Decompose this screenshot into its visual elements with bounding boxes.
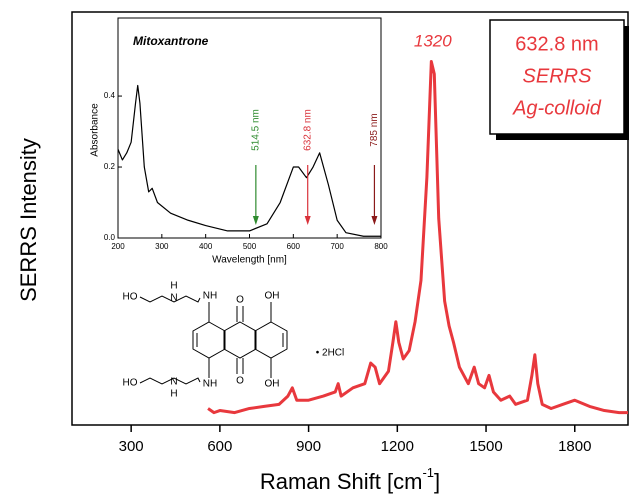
legend-text: SERRS — [523, 65, 593, 87]
structure-label: OH — [265, 291, 280, 302]
arrow-head — [304, 216, 311, 225]
x-tick-label: 400 — [199, 242, 213, 251]
x-tick-label: 800 — [374, 242, 388, 251]
arrow-head — [371, 216, 378, 225]
inset-frame — [117, 17, 382, 239]
structure-label: H — [170, 281, 177, 292]
x-axis-label-part: -1 — [422, 465, 434, 480]
peak-label: 1320 — [414, 31, 452, 50]
inset-title: Mitoxantrone — [133, 34, 209, 48]
structure-label: OH — [265, 379, 280, 390]
x-tick-label: 1500 — [469, 438, 502, 455]
structure-label: NH — [203, 291, 217, 302]
structure-label: N — [170, 377, 177, 388]
x-axis-label-part: ] — [434, 469, 440, 494]
x-tick-label: 300 — [119, 438, 144, 455]
x-tick-label: 300 — [155, 242, 169, 251]
laser-label: 632.8 nm — [302, 109, 313, 151]
legend-text: 632.8 nm — [515, 33, 598, 55]
x-tick-label: 700 — [330, 242, 344, 251]
legend-box — [489, 19, 625, 135]
inset-x-label: Wavelength [nm] — [212, 255, 287, 266]
chemical-structure — [139, 295, 288, 385]
y-tick-label: 0.2 — [104, 162, 116, 171]
x-tick-label: 900 — [296, 438, 321, 455]
x-tick-label: 600 — [207, 438, 232, 455]
structure-label: NH — [203, 379, 217, 390]
data-line — [117, 84, 381, 237]
structure-label: H — [170, 389, 177, 400]
legend-text: Ag-colloid — [512, 97, 602, 119]
arrow-head — [252, 216, 259, 225]
laser-label: 514.5 nm — [250, 109, 261, 151]
laser-label: 785 nm — [369, 113, 380, 146]
inset-y-label: Absorbance — [90, 103, 101, 157]
y-tick-label: 0.0 — [104, 233, 116, 242]
y-tick-label: 0.4 — [104, 91, 116, 100]
x-axis-label: Raman Shift [cm-1] — [260, 465, 440, 493]
x-axis-label-part: Raman Shift [cm — [260, 469, 423, 494]
structure-label: N — [170, 293, 177, 304]
structure-label: • 2HCl — [316, 348, 345, 359]
structure-label: HO — [123, 292, 138, 303]
x-tick-label: 500 — [243, 242, 257, 251]
structure-label: HO — [123, 378, 138, 389]
structure-label: O — [236, 376, 244, 387]
x-tick-label: 600 — [287, 242, 301, 251]
x-tick-label: 200 — [111, 242, 125, 251]
x-tick-label: 1800 — [558, 438, 591, 455]
structure-label: O — [236, 295, 244, 306]
y-axis-label: SERRS Intensity — [16, 138, 41, 302]
plot-frame — [71, 11, 629, 426]
x-tick-label: 1200 — [381, 438, 414, 455]
data-line — [207, 60, 628, 415]
